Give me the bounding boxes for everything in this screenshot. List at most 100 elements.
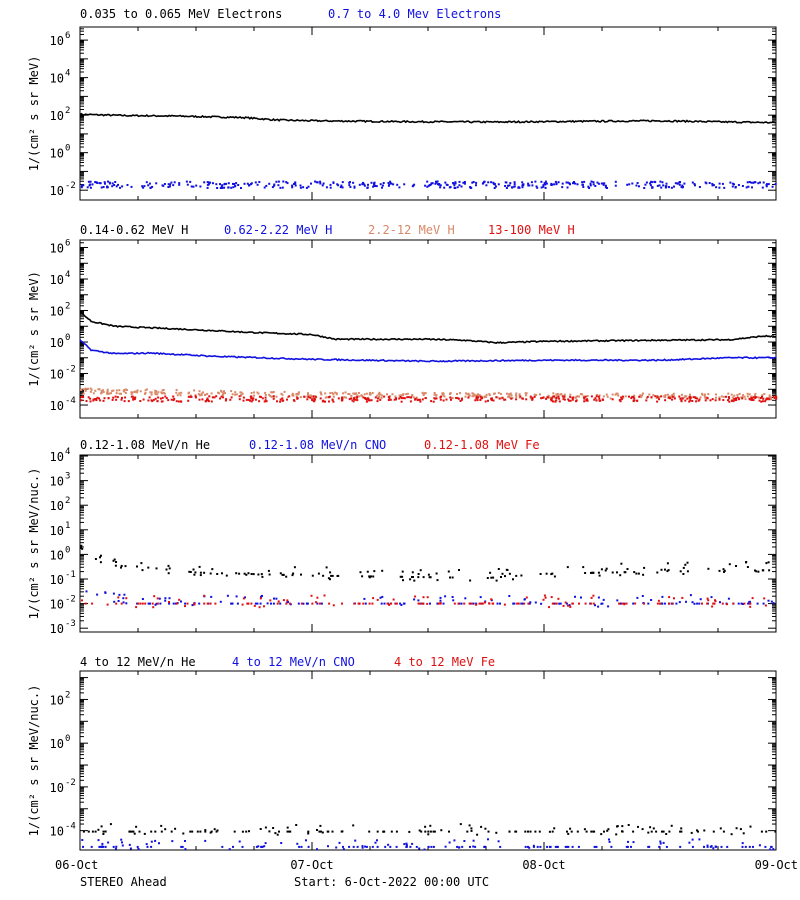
data-point	[115, 389, 118, 392]
y-tick-label: 10	[50, 737, 64, 751]
data-point	[137, 602, 140, 605]
data-point	[220, 395, 223, 398]
data-point	[386, 393, 388, 396]
data-point	[180, 400, 183, 403]
data-point	[91, 183, 94, 186]
data-point	[325, 566, 328, 569]
data-point	[348, 845, 351, 848]
data-point	[487, 838, 489, 841]
data-point	[720, 395, 723, 398]
data-point	[213, 396, 216, 399]
data-point	[376, 400, 379, 403]
data-point	[723, 570, 725, 573]
data-point	[556, 393, 559, 395]
data-point	[475, 394, 478, 397]
data-point	[462, 181, 465, 184]
data-point	[264, 391, 267, 394]
data-point	[472, 181, 475, 183]
data-point	[616, 825, 618, 828]
data-point	[477, 396, 479, 399]
data-point	[300, 573, 302, 576]
data-point	[150, 840, 153, 843]
data-point	[228, 848, 231, 851]
data-point	[238, 395, 241, 398]
data-point	[198, 394, 201, 397]
data-point	[238, 840, 241, 843]
data-point	[339, 186, 342, 189]
data-point	[329, 392, 332, 395]
data-point	[161, 389, 164, 392]
series-line	[79, 311, 777, 345]
data-point	[756, 396, 759, 399]
data-point	[492, 602, 495, 605]
data-point	[571, 397, 574, 399]
data-point	[770, 845, 773, 848]
data-point	[548, 606, 550, 609]
data-point	[296, 393, 299, 395]
data-point	[87, 396, 90, 399]
data-point	[167, 399, 170, 402]
data-point	[209, 572, 212, 575]
spacecraft-label: STEREO Ahead	[80, 875, 167, 889]
data-point	[726, 845, 729, 848]
data-point	[722, 568, 725, 571]
data-point	[673, 185, 675, 188]
data-point	[479, 399, 482, 401]
data-point	[506, 569, 509, 571]
data-point	[550, 397, 553, 400]
data-point	[435, 397, 438, 400]
data-point	[258, 606, 261, 609]
data-point	[490, 399, 493, 401]
data-point	[362, 602, 365, 605]
data-point	[433, 393, 436, 396]
data-point	[80, 396, 83, 399]
data-point	[245, 573, 248, 576]
data-point	[298, 845, 301, 848]
data-point	[340, 399, 343, 402]
data-point	[497, 840, 500, 843]
data-point	[426, 596, 429, 599]
data-point	[448, 830, 450, 833]
data-point	[634, 602, 637, 605]
data-point	[409, 578, 412, 581]
data-point	[575, 395, 578, 398]
data-point	[379, 393, 382, 396]
data-point	[314, 180, 317, 183]
data-point	[329, 578, 331, 581]
data-point	[588, 187, 591, 189]
data-point	[111, 185, 114, 188]
legend-entry: 0.62-2.22 MeV H	[224, 223, 332, 237]
data-point	[721, 602, 724, 605]
data-point	[250, 602, 253, 605]
data-point	[370, 181, 373, 184]
data-point	[189, 395, 192, 398]
data-point	[521, 397, 524, 400]
data-point	[507, 184, 509, 187]
data-point	[574, 182, 577, 185]
data-point	[168, 602, 171, 605]
data-point	[567, 604, 569, 607]
data-point	[469, 579, 472, 582]
data-point	[553, 395, 556, 398]
data-point	[445, 398, 448, 401]
data-point	[499, 392, 502, 395]
data-point	[609, 397, 612, 400]
data-point	[335, 392, 338, 395]
y-tick-exponent: -3	[65, 619, 76, 629]
data-point	[762, 181, 765, 184]
data-point	[553, 602, 556, 605]
data-point	[260, 845, 263, 848]
data-point	[467, 396, 470, 399]
data-point	[112, 389, 115, 392]
data-point	[320, 602, 323, 605]
data-point	[348, 181, 351, 184]
data-point	[257, 845, 260, 848]
data-point	[603, 830, 605, 833]
data-point	[189, 394, 192, 397]
data-point	[715, 845, 718, 848]
data-point	[106, 391, 109, 394]
data-point	[291, 574, 294, 577]
data-point	[427, 833, 430, 836]
data-point	[396, 183, 399, 186]
data-point	[600, 182, 603, 185]
